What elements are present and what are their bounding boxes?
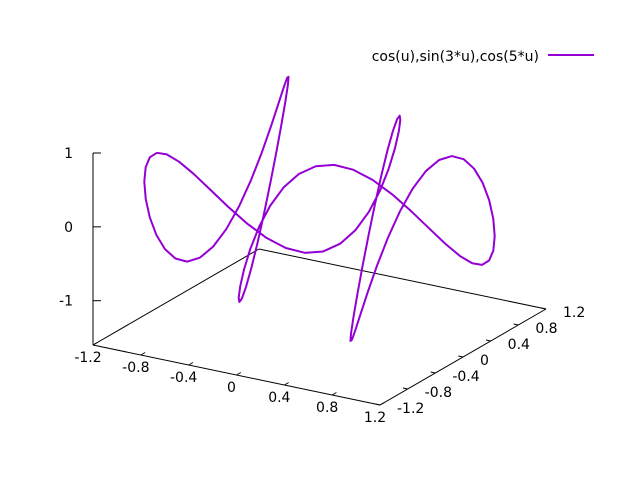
x-tick-label: 0.4: [268, 390, 290, 406]
y-tick: [485, 339, 491, 342]
y-tick-label: -1.2: [397, 401, 424, 417]
axis-tick-labels: -1.2-0.8-0.400.40.81.2-1.2-0.8-0.400.40.…: [59, 146, 585, 426]
legend-label: cos(u),sin(3*u),cos(5*u): [372, 49, 539, 65]
x-tick-label: 0: [227, 380, 236, 396]
x-tick-label: 0.8: [316, 400, 338, 416]
y-tick-label: 0: [480, 353, 489, 369]
base-edge-back: [258, 248, 547, 310]
x-tick-label: 1.2: [364, 410, 386, 426]
x-tick-label: -1.2: [74, 350, 101, 366]
x-tick: [236, 372, 242, 376]
x-tick: [140, 352, 146, 356]
y-tick: [402, 387, 408, 390]
y-tick-label: 1.2: [563, 305, 585, 321]
x-tick: [331, 392, 337, 396]
x-tick: [92, 342, 98, 346]
z-tick-label: 1: [64, 146, 73, 162]
y-tick: [430, 371, 436, 374]
data-series: [143, 75, 496, 342]
x-tick: [379, 402, 385, 406]
x-tick: [284, 382, 289, 386]
y-tick-label: 0.4: [508, 337, 530, 353]
xy-base-plane: [92, 153, 547, 406]
x-tick: [188, 362, 194, 366]
y-tick-label: -0.8: [425, 385, 452, 401]
y-tick: [458, 355, 464, 358]
y-tick-label: -0.4: [452, 369, 479, 385]
y-tick-label: 0.8: [535, 321, 557, 337]
z-tick-label: -1: [59, 294, 73, 310]
y-tick: [541, 307, 547, 310]
series-curve: [143, 75, 496, 342]
legend: cos(u),sin(3*u),cos(5*u): [372, 49, 594, 65]
y-tick: [513, 323, 519, 326]
y-tick: [375, 403, 381, 406]
x-tick-label: -0.8: [122, 360, 149, 376]
axis-ticks: [92, 152, 547, 406]
base-edge-left: [92, 248, 260, 346]
z-tick-label: 0: [64, 220, 73, 236]
x-tick-label: -0.4: [170, 370, 197, 386]
